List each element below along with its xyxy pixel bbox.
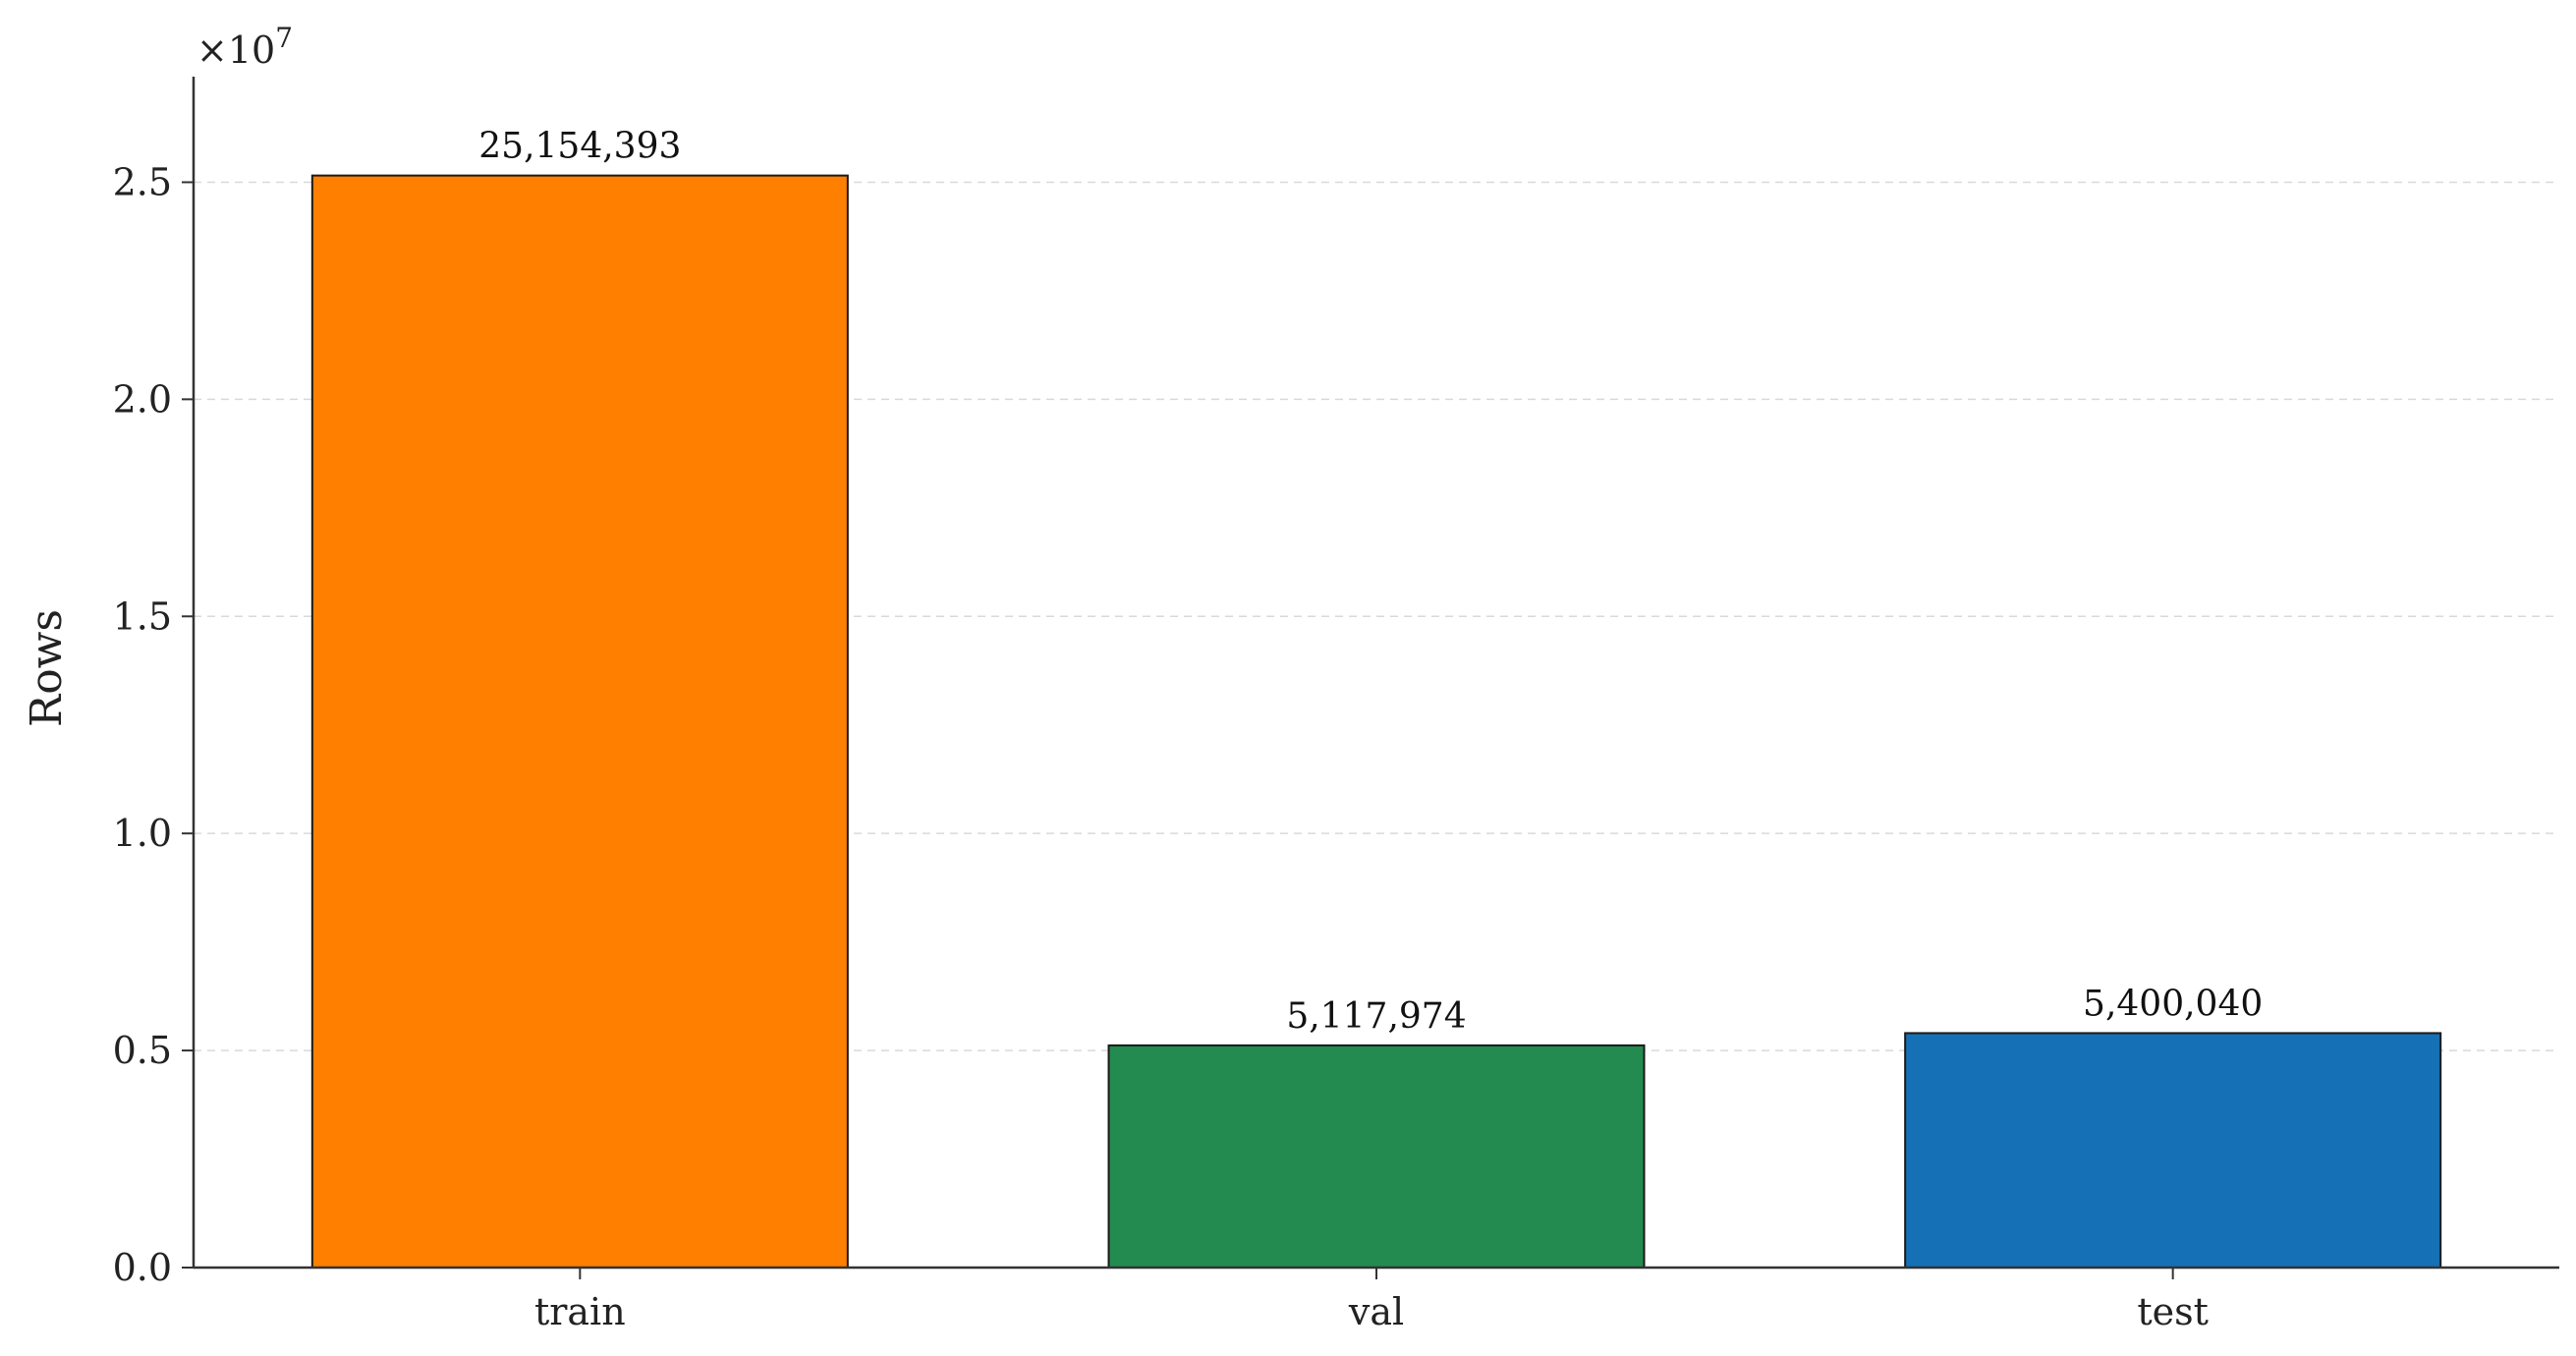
bar-test	[1904, 1032, 2442, 1269]
x-tick-label-train: train	[534, 1290, 626, 1333]
y-offset-base: ×10	[196, 28, 275, 72]
y-offset-exponent: 7	[275, 22, 293, 54]
y-ticks: 0.0 0.5 1.0 1.5 2.0 2.5	[113, 160, 194, 1289]
y-tick-label: 2.0	[113, 377, 172, 421]
y-tick-label: 2.5	[113, 160, 172, 203]
data-labels: 25,154,393 5,117,974 5,400,040	[478, 127, 2263, 1037]
bar-train	[310, 174, 849, 1269]
data-label-train: 25,154,393	[478, 127, 681, 167]
x-tick-label-test: test	[2137, 1290, 2209, 1333]
x-tick-label-val: val	[1348, 1290, 1404, 1333]
y-tick-label: 0.0	[113, 1246, 172, 1289]
x-ticks: train val test	[534, 1268, 2209, 1333]
y-tick-label: 1.5	[113, 594, 172, 638]
y-tick-label: 0.5	[113, 1029, 172, 1072]
data-label-val: 5,117,974	[1286, 996, 1466, 1037]
y-axis-title: Rows	[22, 609, 72, 727]
y-tick-label: 1.0	[113, 812, 172, 855]
y-offset-text: ×107	[196, 22, 293, 72]
data-label-test: 5,400,040	[2083, 984, 2263, 1024]
bar-val	[1107, 1044, 1646, 1270]
bars	[310, 174, 2442, 1270]
